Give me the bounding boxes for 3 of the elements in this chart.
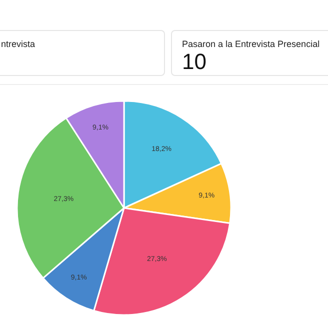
text: ntrevista	[1, 39, 36, 49]
text: Pasaron a la Entrevista Presencial	[182, 39, 321, 49]
text: 10	[182, 49, 208, 74]
